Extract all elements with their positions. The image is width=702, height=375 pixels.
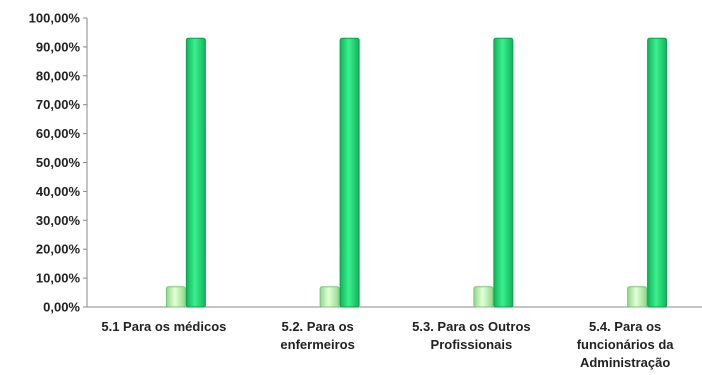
y-tick-label: 10,00% [36,271,81,286]
y-tick-label: 30,00% [36,213,81,228]
bar-series-2-cat-4 [627,286,648,308]
y-tick-label: 90,00% [36,39,81,54]
y-tick-label: 100,00% [29,11,81,26]
x-category-label: 5.2. Para os enfermeiros [280,319,354,352]
x-category-label-line: 5.1 Para os médicos [101,319,226,334]
x-category-label-line: Profissionais [431,337,513,352]
y-tick-label: 80,00% [36,68,81,83]
x-category-label: 5.1 Para os médicos [101,319,226,334]
y-tick-label: 0,00% [43,300,80,315]
bar-series-3-cat-3 [493,37,514,308]
bar-series-3-cat-4 [647,37,668,308]
x-category-label: 5.3. Para os Outros Profissionais [412,319,531,352]
y-tick-label: 50,00% [36,155,81,170]
bar-series-2-cat-2 [319,286,340,308]
bar-series-3-cat-1 [185,37,206,308]
x-category-label-line: 5.4. Para os [589,319,661,334]
y-tick-label: 20,00% [36,242,81,257]
x-category-label-line: enfermeiros [280,337,354,352]
bar-series-2-cat-3 [473,286,494,308]
x-category-label-line: Administração [580,355,670,370]
x-category-label-line: 5.2. Para os [281,319,353,334]
bar-series-2-cat-1 [165,286,186,308]
x-category-label-line: funcionários da [577,337,675,352]
chart-axes: 0,00% 10,00% 20,00% 30,00% 40,00% 50,00% 60,00… [29,11,702,315]
y-tick-label: 60,00% [36,126,81,141]
x-category-label-line: 5.3. Para os Outros [412,319,531,334]
chart-bars [165,37,668,308]
y-tick-label: 40,00% [36,184,81,199]
y-tick-label: 70,00% [36,97,81,112]
bar-series-3-cat-2 [339,37,360,308]
x-category-label: 5.4. Para os funcionários da Administração [577,319,675,370]
chart-labels: 5.1 Para os médicos 5.2. Para os enfermeir… [101,319,674,370]
